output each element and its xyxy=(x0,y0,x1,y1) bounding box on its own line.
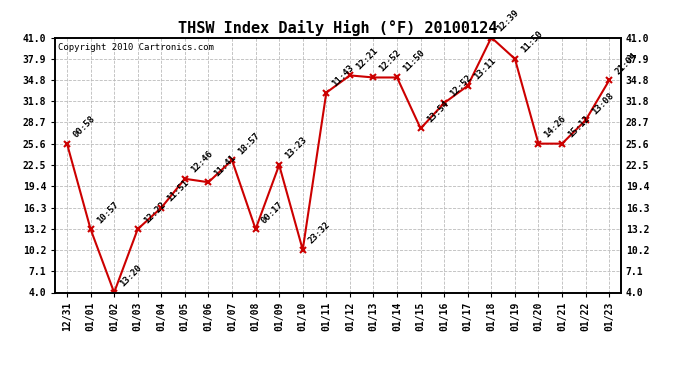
Text: Copyright 2010 Cartronics.com: Copyright 2010 Cartronics.com xyxy=(58,43,214,52)
Text: 13:08: 13:08 xyxy=(590,91,615,116)
Text: 13:54: 13:54 xyxy=(425,99,450,124)
Text: 11:41: 11:41 xyxy=(213,153,238,178)
Text: 12:39: 12:39 xyxy=(495,8,521,33)
Text: 10:57: 10:57 xyxy=(95,200,120,225)
Text: 23:32: 23:32 xyxy=(307,220,333,246)
Text: 11:43: 11:43 xyxy=(331,63,356,88)
Text: 18:57: 18:57 xyxy=(236,130,262,156)
Text: 12:52: 12:52 xyxy=(448,74,474,99)
Text: 14:26: 14:26 xyxy=(542,114,568,140)
Text: 11:50: 11:50 xyxy=(519,29,544,55)
Text: 12:46: 12:46 xyxy=(189,149,215,175)
Text: 13:20: 13:20 xyxy=(118,263,144,288)
Text: 11:50: 11:50 xyxy=(401,48,426,73)
Text: 21:04: 21:04 xyxy=(613,51,639,76)
Text: 11:51: 11:51 xyxy=(166,178,191,204)
Text: 15:12: 15:12 xyxy=(566,114,591,140)
Text: 12:52: 12:52 xyxy=(377,48,403,73)
Text: 13:11: 13:11 xyxy=(472,56,497,82)
Text: 00:58: 00:58 xyxy=(71,114,97,140)
Text: 12:21: 12:21 xyxy=(354,46,380,71)
Text: 12:22: 12:22 xyxy=(142,200,167,225)
Text: 00:17: 00:17 xyxy=(259,200,285,225)
Text: 13:23: 13:23 xyxy=(284,135,308,161)
Title: THSW Index Daily High (°F) 20100124: THSW Index Daily High (°F) 20100124 xyxy=(179,20,497,36)
